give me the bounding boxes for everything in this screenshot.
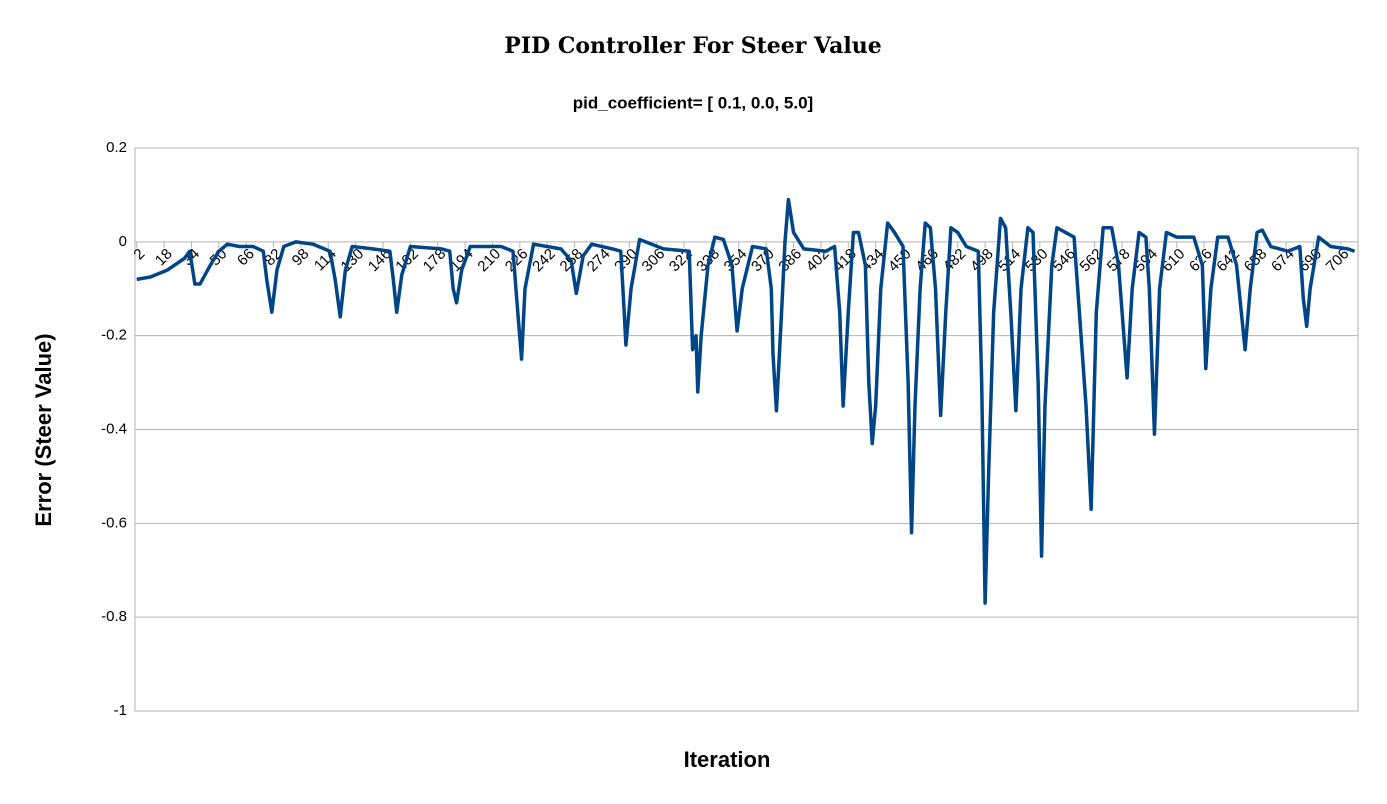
chart-title: PID Controller For Steer Value	[504, 33, 881, 59]
x-tick-label: 450	[885, 245, 915, 275]
series-line	[136, 197, 1356, 605]
chart-subtitle: pid_coefficient= [ 0.1, 0.0, 5.0]	[573, 93, 813, 112]
y-tick-label: -0.4	[101, 420, 127, 437]
x-tick-label: 98	[289, 245, 313, 269]
x-tick-label: 466	[912, 245, 942, 275]
x-axis-label: Iteration	[684, 747, 771, 772]
x-tick-label: 386	[775, 245, 805, 275]
x-tick-label: 210	[474, 245, 504, 275]
x-tick-label: 2	[130, 245, 148, 263]
y-tick-label: -0.8	[101, 608, 127, 625]
y-axis-label: Error (Steer Value)	[31, 333, 56, 526]
y-tick-label: -1	[114, 702, 127, 719]
y-tick-label: 0.2	[106, 139, 127, 156]
x-tick-label: 66	[234, 245, 258, 269]
y-tick-label: -0.2	[101, 327, 127, 344]
y-tick-label: 0	[119, 233, 127, 250]
x-tick-label: 482	[940, 245, 970, 275]
y-tick-label: -0.6	[101, 514, 127, 531]
